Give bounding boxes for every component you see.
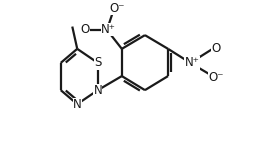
Text: O⁻: O⁻ [109,2,125,15]
Text: N: N [73,98,82,111]
Text: N⁺: N⁺ [185,56,199,69]
Text: O: O [81,23,90,36]
Text: N: N [73,98,82,111]
Text: N: N [94,84,102,97]
Text: N: N [94,84,102,97]
Text: S: S [94,56,101,69]
Text: N⁺: N⁺ [101,23,116,36]
Text: O⁻: O⁻ [208,71,224,84]
Text: S: S [94,56,101,69]
Text: O: O [211,42,221,55]
